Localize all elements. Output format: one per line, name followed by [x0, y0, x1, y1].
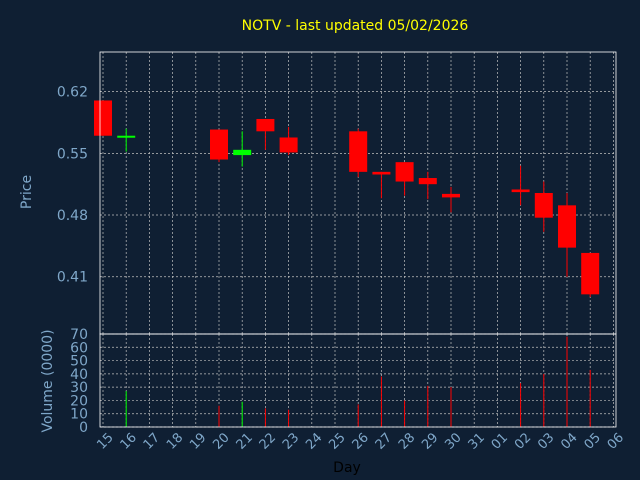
x-axis-label: Day — [333, 460, 361, 476]
x-tick-label: 20 — [210, 430, 232, 452]
candle-body — [534, 193, 553, 218]
x-tick-label: 06 — [605, 430, 627, 452]
x-tick-label: 21 — [234, 430, 256, 452]
price-tick-label: 0.55 — [57, 146, 88, 162]
volume-tick-label: 60 — [70, 340, 88, 356]
x-tick-label: 03 — [535, 430, 557, 452]
x-tick-label: 18 — [164, 430, 186, 452]
price-tick-label: 0.48 — [57, 208, 88, 224]
price-axis-label: Price — [19, 175, 35, 209]
x-tick-label: 29 — [419, 430, 441, 452]
volume-tick-label: 30 — [70, 380, 88, 396]
candle-body — [210, 129, 228, 160]
x-tick-label: 30 — [442, 430, 464, 452]
x-tick-label: 31 — [466, 430, 488, 452]
volume-tick-label: 0 — [79, 420, 88, 436]
candle-body — [558, 205, 576, 248]
x-tick-label: 16 — [118, 430, 140, 452]
candle-body — [581, 252, 600, 295]
x-tick-label: 19 — [187, 430, 209, 452]
candle-body — [395, 162, 414, 182]
candle-body — [349, 131, 368, 172]
candle-body — [94, 100, 112, 136]
x-tick-label: 23 — [280, 430, 302, 452]
volume-tick-label: 10 — [70, 407, 88, 423]
x-tick-label: 28 — [396, 430, 418, 452]
x-tick-label: 26 — [350, 430, 372, 452]
x-tick-label: 04 — [558, 430, 580, 452]
price-tick-label: 0.62 — [57, 85, 88, 101]
x-tick-label: 05 — [582, 430, 604, 452]
candle-body — [418, 178, 437, 185]
candle-body — [442, 193, 460, 198]
x-tick-label: 25 — [326, 430, 348, 452]
price-tick-label: 0.41 — [57, 270, 88, 286]
volume-tick-label: 70 — [70, 327, 88, 343]
volume-panel-frame — [99, 333, 617, 428]
candle-body — [117, 135, 136, 138]
x-tick-label: 02 — [512, 430, 534, 452]
volume-axis-label: Volume (0000) — [40, 329, 56, 432]
candle-body — [279, 137, 298, 153]
candle-body — [372, 171, 391, 175]
volume-tick-label: 50 — [70, 354, 88, 370]
x-tick-label: 27 — [373, 430, 395, 452]
x-tick-label: 24 — [303, 430, 325, 452]
volume-tick-label: 40 — [70, 367, 88, 383]
candle-body — [256, 118, 275, 132]
x-tick-label: 22 — [257, 430, 279, 452]
x-tick-label: 17 — [141, 430, 163, 452]
x-tick-label: 01 — [489, 430, 511, 452]
candle-body — [511, 189, 530, 193]
chart-title: NOTV - last updated 05/02/2026 — [242, 18, 469, 34]
x-tick-label: 15 — [94, 430, 116, 452]
volume-tick-label: 20 — [70, 393, 88, 409]
candle-body — [233, 149, 252, 156]
